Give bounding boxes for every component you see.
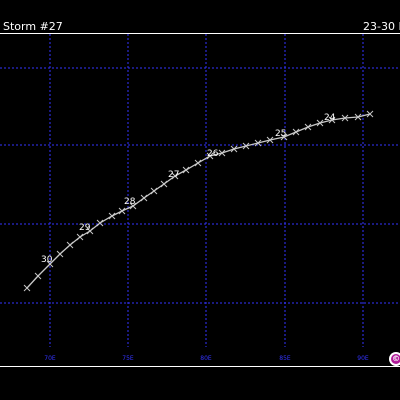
day-label-25: 25 [275,129,286,139]
track-tick-b-2 [46,260,54,268]
day-label-30: 30 [41,255,53,265]
track-tick-b-27 [328,116,336,124]
day-label-27: 27 [168,170,179,180]
track-tick-b-21 [254,139,262,147]
track-tick-b-30 [366,110,374,118]
track-tick-b-10 [129,202,137,210]
map-header: Storm #27 23-30 M [0,0,400,34]
storm-track [26,113,371,289]
lon-label-85E: 85E [279,355,291,362]
track-tick-b-14 [171,172,179,180]
track-tick-b-8 [108,212,116,220]
track-tick-b-28 [341,114,349,122]
copyright-logo-icon: © [389,352,400,366]
track-tick-b-24 [292,128,300,136]
day-label-28: 28 [124,197,136,207]
storm-title: Storm #27 [3,20,63,33]
day-label-29: 29 [79,223,91,233]
track-tick-b-4 [66,241,74,249]
lon-label-80E: 80E [200,355,212,362]
lon-label-75E: 75E [122,355,134,362]
track-tick-b-20 [242,142,250,150]
longitude-labels: 70E 75E 80E 85E 90E [44,355,369,362]
track-day-labels: 30 29 28 27 26 25 24 [41,113,336,265]
track-tick-b-22 [266,136,274,144]
track-6h-ticks [23,110,374,292]
track-tick-b-3 [56,250,64,258]
lat-lon-grid [0,34,400,347]
track-tick-b-23 [280,133,288,141]
track-tick-b-17 [206,152,214,160]
day-label-26: 26 [207,149,219,159]
storm-date-range: 23-30 M [363,20,400,33]
track-tick-b-15 [182,166,190,174]
lon-label-90E: 90E [357,355,369,362]
track-tick-b-25 [304,123,312,131]
track-tick-b-18 [218,149,226,157]
track-tick-b-0 [23,284,31,292]
track-tick-b-9 [118,207,126,215]
track-tick-b-5 [76,233,84,241]
track-tick-b-19 [230,145,238,153]
track-line [26,113,371,289]
track-tick-b-13 [160,180,168,188]
map-frame [0,33,400,367]
track-tick-b-7 [96,219,104,227]
lon-label-70E: 70E [44,355,56,362]
track-tick-b-26 [316,119,324,127]
track-tick-b-12 [150,187,158,195]
track-tick-b-29 [354,113,362,121]
track-tick-b-16 [194,159,202,167]
track-tick-b-11 [140,194,148,202]
day-label-24: 24 [324,113,336,123]
track-tick-b-6 [86,227,94,235]
track-tick-b-1 [34,272,42,280]
